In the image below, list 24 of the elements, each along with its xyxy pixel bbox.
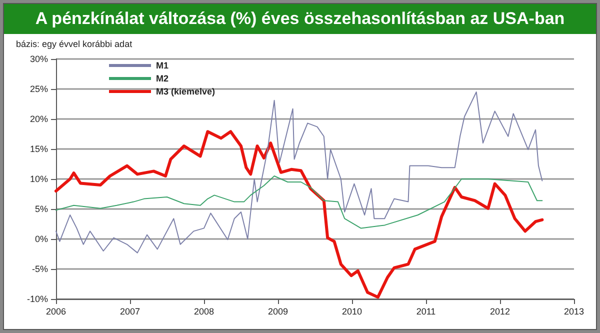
line-series <box>54 130 544 299</box>
y-tick-label: 25% <box>30 84 48 94</box>
x-tick-label: 2009 <box>268 306 288 316</box>
x-tick-label: 2008 <box>194 306 214 316</box>
y-tick-label: 0% <box>34 234 48 244</box>
line-series <box>56 176 543 229</box>
legend-label: M3 (kiemelve) <box>156 86 216 96</box>
x-tick-label: 2012 <box>490 306 510 316</box>
chart-subtitle: bázis: egy évvel korábbi adat <box>16 39 132 49</box>
chart-title: A pénzkínálat változása (%) éves összehasonlításban az USA-ban <box>4 4 596 34</box>
legend-label: M2 <box>156 74 169 84</box>
x-tick-label: 2011 <box>416 306 436 316</box>
y-tick-label: -5% <box>32 264 48 274</box>
x-tick-label: 2007 <box>120 306 140 316</box>
x-tick-label: 2013 <box>564 306 584 316</box>
y-tick-label: -10% <box>26 294 48 304</box>
x-tick-label: 2010 <box>342 306 362 316</box>
x-tick-label: 2006 <box>46 306 66 316</box>
y-tick-label: 30% <box>30 54 48 64</box>
legend-label: M1 <box>156 60 169 70</box>
y-tick-label: 10% <box>30 174 48 184</box>
y-tick-label: 20% <box>30 114 48 124</box>
y-tick-label: 5% <box>34 204 48 214</box>
y-tick-label: 15% <box>30 144 48 154</box>
